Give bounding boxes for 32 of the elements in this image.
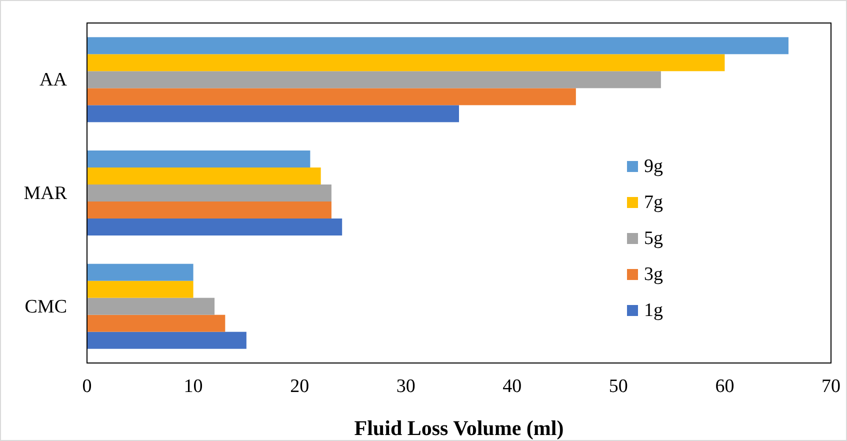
y-tick-label: MAR: [24, 183, 68, 204]
x-tick-label: 30: [396, 376, 416, 397]
bar: [87, 280, 194, 298]
legend-label: 1g: [644, 300, 664, 321]
bar: [87, 218, 342, 236]
y-tick-label: CMC: [24, 296, 67, 318]
legend-label: 7g: [644, 192, 664, 213]
y-tick-label: AA: [40, 70, 68, 91]
x-axis-title: Fluid Loss Volume (ml): [354, 416, 564, 440]
x-tick-label: 10: [184, 376, 203, 397]
bar: [87, 168, 321, 184]
x-tick-label: 0: [82, 376, 92, 397]
legend-label: 9g: [644, 156, 664, 177]
legend-label: 5g: [644, 228, 664, 249]
legend-label: 3g: [644, 264, 664, 285]
bar: [87, 298, 215, 315]
bar: [87, 202, 332, 218]
x-tick-label: 60: [715, 376, 734, 397]
bar: [87, 314, 226, 332]
bar: [87, 71, 661, 88]
bar: [87, 54, 725, 72]
x-tick-label: 70: [822, 376, 840, 397]
bar: [87, 264, 194, 281]
bar: [87, 105, 459, 122]
bar: [87, 184, 332, 202]
bar: [87, 332, 246, 349]
bar: [87, 37, 788, 54]
x-tick-label: 50: [608, 376, 628, 397]
x-tick-label: 40: [502, 376, 522, 397]
bar: [87, 150, 310, 168]
x-tick-label: 20: [290, 376, 310, 397]
bar: [87, 88, 576, 106]
